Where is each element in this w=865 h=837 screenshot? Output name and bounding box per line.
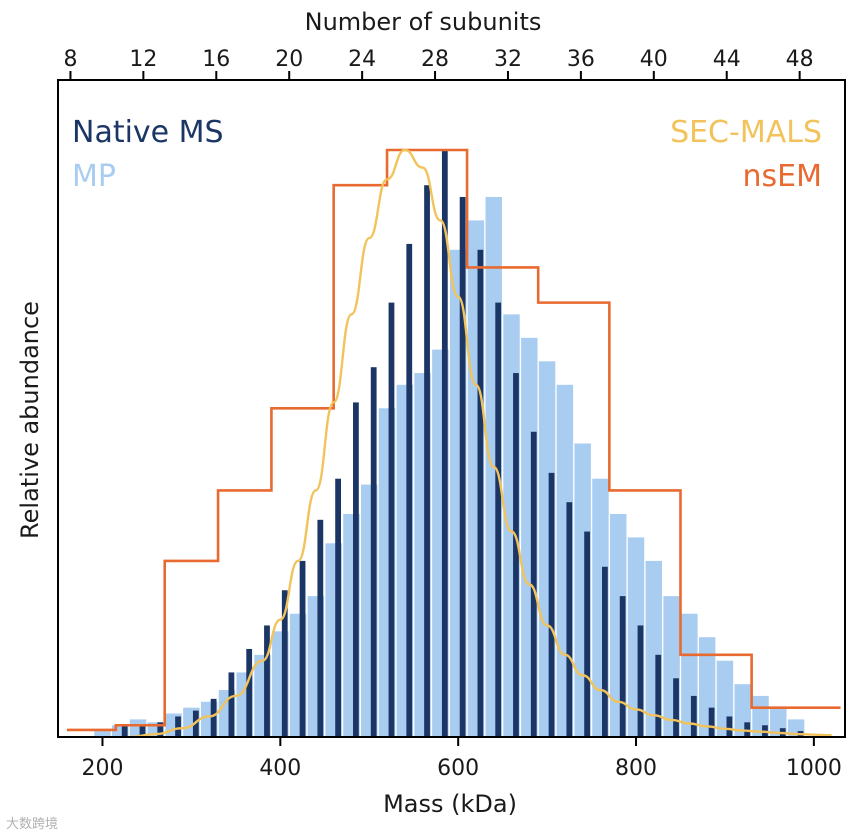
- top-tick-label: 48: [786, 47, 814, 72]
- legend-nsem: nsEM: [743, 159, 822, 194]
- native-ms-bar: [139, 725, 146, 737]
- native-ms-bar: [157, 722, 164, 737]
- top-tick-label: 28: [421, 47, 449, 72]
- x-axis-title: Mass (kDa): [383, 790, 517, 818]
- x-tick-label: 600: [437, 756, 479, 781]
- top-tick-label: 44: [713, 47, 741, 72]
- top-tick-label: 8: [63, 47, 77, 72]
- native-ms-bar: [708, 707, 715, 737]
- native-ms-bar: [370, 367, 377, 737]
- native-ms-bar: [513, 373, 519, 737]
- sec-mals-curve: [129, 148, 832, 739]
- native-ms-bar: [175, 716, 181, 737]
- native-ms-bar: [299, 560, 306, 737]
- legend-native-ms: Native MS: [72, 115, 224, 150]
- bottom-axis-ticks: 200 400 600 800 1000: [81, 737, 842, 781]
- native-ms-bar: [353, 402, 359, 737]
- top-tick-label: 24: [348, 47, 376, 72]
- nsem-step-line: [66, 148, 841, 732]
- legend-sec-mals: SEC-MALS: [670, 115, 822, 150]
- native-ms-bar: [726, 716, 733, 737]
- native-ms-bar: [246, 648, 253, 737]
- top-tick-label: 36: [567, 47, 595, 72]
- native-ms-bar: [121, 725, 128, 737]
- native-ms-bar: [584, 531, 591, 737]
- top-tick-label: 12: [129, 47, 157, 72]
- native-ms-bars: [121, 150, 804, 738]
- y-axis-title: Relative abundance: [16, 301, 44, 539]
- x-tick-label: 800: [615, 756, 657, 781]
- plot-frame: [57, 79, 846, 738]
- native-ms-bar: [335, 478, 342, 737]
- native-ms-bar: [602, 566, 608, 737]
- native-ms-bar: [548, 472, 555, 737]
- mp-bar: [112, 725, 129, 737]
- native-ms-bar: [317, 519, 324, 737]
- native-ms-bar: [406, 243, 413, 738]
- native-ms-bar: [228, 672, 235, 737]
- x-tick-label: 400: [259, 756, 301, 781]
- native-ms-bar: [388, 302, 395, 737]
- native-ms-bar: [530, 431, 537, 737]
- native-ms-bar: [264, 625, 270, 737]
- native-ms-bar: [281, 590, 288, 737]
- top-tick-label: 32: [494, 47, 522, 72]
- x-tick-label: 200: [81, 756, 123, 781]
- native-ms-bar: [566, 502, 573, 737]
- top-axis-title: Number of subunits: [305, 8, 542, 36]
- top-tick-label: 16: [202, 47, 230, 72]
- native-ms-bar: [210, 698, 217, 737]
- native-ms-bar: [619, 596, 626, 737]
- x-tick-label: 1000: [786, 756, 842, 781]
- top-axis-ticks: 8 12 16 20 24 28 32 36 40 44 48: [63, 47, 814, 80]
- native-ms-bar: [441, 150, 448, 737]
- native-ms-bar: [637, 625, 644, 737]
- watermark-text: 大数跨境: [6, 817, 58, 832]
- native-ms-bar: [690, 695, 697, 737]
- native-ms-bar: [459, 196, 466, 737]
- native-ms-bar: [655, 654, 662, 737]
- top-tick-label: 40: [640, 47, 668, 72]
- native-ms-bar: [477, 249, 484, 738]
- native-ms-bar: [673, 678, 679, 737]
- native-ms-bar: [424, 185, 430, 738]
- mp-bar: [94, 731, 111, 737]
- native-ms-bar: [495, 302, 502, 737]
- legend-mp: MP: [72, 159, 116, 194]
- top-tick-label: 20: [275, 47, 303, 72]
